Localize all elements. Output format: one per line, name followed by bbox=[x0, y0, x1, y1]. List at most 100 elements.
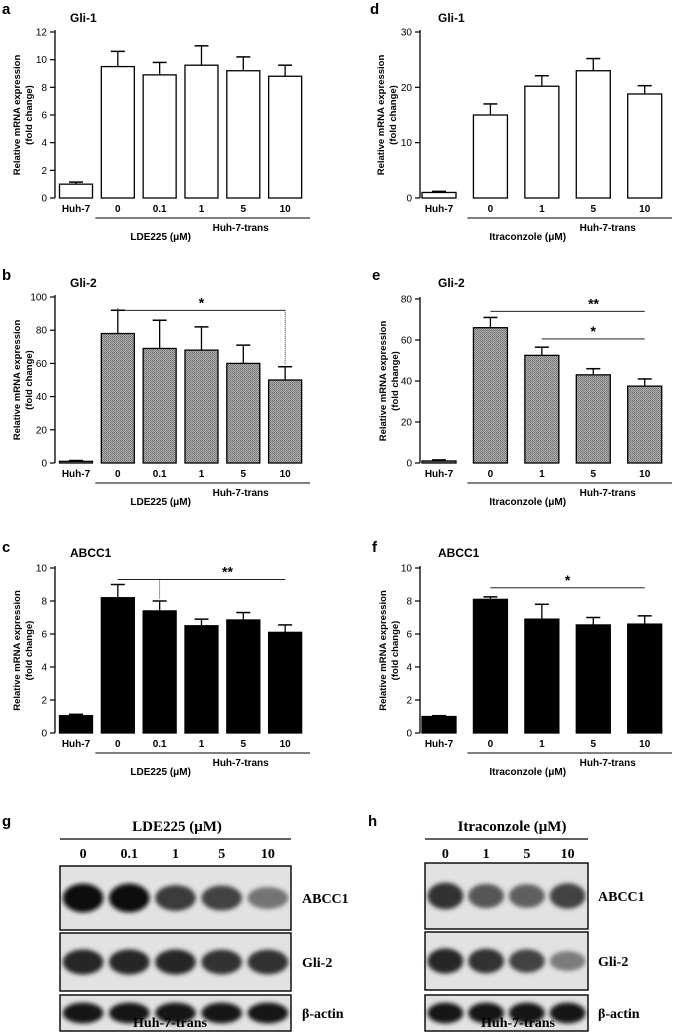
lane-label: 5 bbox=[523, 847, 530, 862]
significance-marker: ** bbox=[222, 564, 233, 580]
y-tick-label: 80 bbox=[36, 326, 48, 337]
panel-label: d bbox=[370, 1, 379, 18]
y-tick-label: 0 bbox=[41, 194, 47, 205]
bar bbox=[627, 623, 663, 734]
y-axis-label-line: (fold change) bbox=[390, 351, 401, 411]
y-tick-label: 0 bbox=[406, 729, 412, 740]
x-tick-label: 1 bbox=[199, 469, 205, 480]
y-tick-label: 12 bbox=[36, 28, 48, 39]
chart-panel-e: e Gli-2 Relative mRNA expression(fold chan… bbox=[372, 267, 672, 508]
bar bbox=[627, 385, 663, 464]
y-tick-label: 10 bbox=[401, 138, 413, 149]
x-tick-label: 5 bbox=[591, 739, 597, 750]
blot-row: Gli-2 bbox=[424, 931, 628, 991]
significance-marker: * bbox=[199, 294, 205, 310]
drug-label: Itraconzole (μM) bbox=[489, 232, 566, 243]
blot-row-label: β-actin bbox=[598, 1007, 640, 1022]
bar bbox=[421, 715, 457, 734]
bar bbox=[421, 460, 457, 464]
blot-band bbox=[508, 949, 545, 973]
panel-label: f bbox=[372, 539, 378, 556]
bar bbox=[226, 619, 261, 734]
x-tick-label: Huh-7 bbox=[425, 204, 454, 215]
x-tick-label: 0 bbox=[115, 469, 121, 480]
panel-label: e bbox=[372, 267, 380, 284]
y-tick-label: 8 bbox=[41, 83, 47, 94]
blot-row-label: Gli-2 bbox=[302, 956, 332, 971]
chart-panel-d: d Gli-1 Relative mRNA expression(fold chan… bbox=[370, 1, 672, 243]
y-axis-label: Relative mRNA expression(fold change) bbox=[376, 55, 399, 176]
blot-footer: Huh-7-trans bbox=[133, 1016, 207, 1031]
lane-label: 5 bbox=[218, 847, 225, 862]
lane-label: 0 bbox=[80, 847, 87, 862]
y-tick-label: 2 bbox=[41, 696, 47, 707]
bar bbox=[184, 625, 219, 734]
y-tick-label: 60 bbox=[401, 336, 413, 347]
bar bbox=[421, 191, 457, 199]
x-tick-label: 1 bbox=[199, 204, 205, 215]
bar bbox=[472, 598, 509, 734]
panel-label: a bbox=[2, 1, 11, 18]
bar bbox=[100, 597, 135, 734]
y-axis-label-line: Relative mRNA expression bbox=[12, 55, 23, 176]
x-tick-label: 1 bbox=[539, 469, 545, 480]
lane-label: 1 bbox=[483, 847, 490, 862]
panel-label: h bbox=[368, 813, 377, 830]
blot-panel-g: g LDE225 (μM) 0 0.1 1 5 10 ABCC1 Gli-2 β-actin Huh… bbox=[2, 813, 349, 1032]
blot-band bbox=[468, 883, 505, 909]
blot-row-label: Gli-2 bbox=[598, 955, 628, 970]
y-tick-label: 30 bbox=[401, 28, 413, 39]
blot-row: ABCC1 bbox=[424, 862, 645, 930]
y-axis-label-line: Relative mRNA expression bbox=[12, 590, 23, 711]
x-tick-label: 5 bbox=[241, 204, 247, 215]
x-tick-label: 10 bbox=[280, 469, 292, 480]
x-tick-label: Huh-7 bbox=[62, 469, 91, 480]
group-label: Huh-7-trans bbox=[580, 223, 637, 234]
x-tick-label: 10 bbox=[639, 739, 651, 750]
x-tick-label: 0 bbox=[115, 204, 121, 215]
bar bbox=[58, 715, 94, 734]
chart-title: Gli-2 bbox=[70, 276, 97, 290]
drug-label: Itraconzole (μM) bbox=[489, 767, 566, 778]
y-axis-label: Relative mRNA expression(fold change) bbox=[12, 320, 35, 441]
bar bbox=[226, 362, 261, 464]
y-tick-label: 4 bbox=[406, 663, 412, 674]
blot-band bbox=[549, 883, 586, 909]
y-axis-label-line: (fold change) bbox=[24, 621, 35, 681]
y-tick-label: 4 bbox=[41, 663, 47, 674]
x-tick-label: 0 bbox=[488, 204, 494, 215]
y-tick-label: 80 bbox=[401, 295, 413, 306]
blot-band bbox=[247, 886, 289, 910]
y-tick-label: 10 bbox=[36, 55, 48, 66]
blot-band bbox=[247, 1002, 289, 1024]
lane-label: 0.1 bbox=[121, 847, 139, 862]
bar bbox=[142, 74, 177, 199]
blot-band bbox=[62, 883, 104, 913]
y-tick-label: 6 bbox=[41, 111, 47, 122]
chart-panel-f: f ABCC1 Relative mRNA expression(fold chan… bbox=[372, 539, 672, 778]
blot-band bbox=[155, 1002, 196, 1024]
x-tick-label: 10 bbox=[280, 204, 292, 215]
blot-row-label: ABCC1 bbox=[598, 890, 645, 905]
bar bbox=[472, 327, 509, 464]
chart-title: ABCC1 bbox=[438, 546, 480, 560]
y-tick-label: 20 bbox=[401, 83, 413, 94]
blot-band bbox=[427, 882, 464, 910]
lane-label: 1 bbox=[172, 847, 179, 862]
x-tick-label: 0 bbox=[115, 739, 121, 750]
group-label: Huh-7-trans bbox=[213, 758, 270, 769]
blot-row: Gli-2 bbox=[59, 932, 332, 992]
western-blots: g LDE225 (μM)0 0.1 1 5 10ABCC1Gli-2β-actinHuh… bbox=[2, 813, 645, 1032]
x-tick-label: 0.1 bbox=[153, 739, 167, 750]
y-axis-label-line: (fold change) bbox=[24, 85, 35, 145]
y-tick-label: 10 bbox=[401, 564, 413, 575]
x-tick-label: Huh-7 bbox=[425, 469, 454, 480]
y-tick-label: 0 bbox=[406, 459, 412, 470]
x-tick-label: Huh-7 bbox=[425, 739, 454, 750]
bar bbox=[575, 374, 611, 464]
y-tick-label: 100 bbox=[30, 293, 47, 304]
blot-band bbox=[468, 1002, 505, 1024]
x-tick-label: 1 bbox=[539, 739, 545, 750]
y-tick-label: 40 bbox=[36, 392, 48, 403]
